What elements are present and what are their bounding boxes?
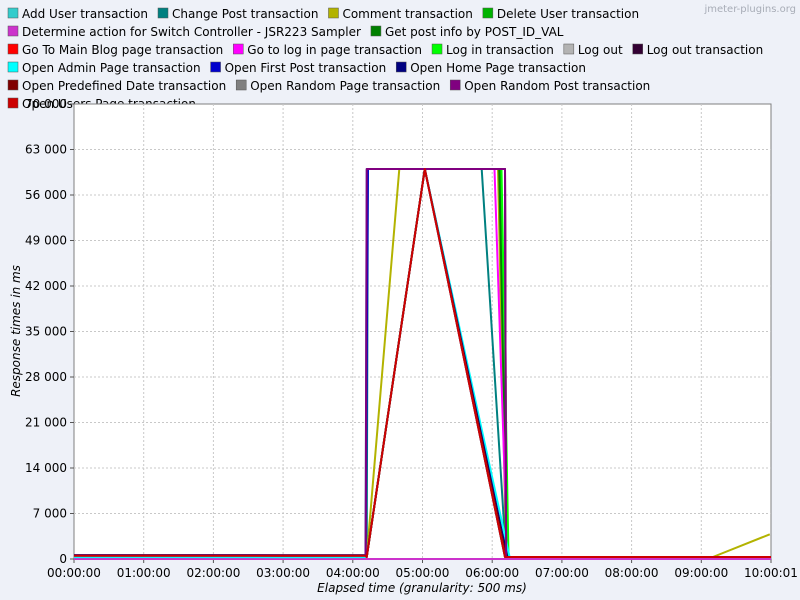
- legend-swatch: [370, 25, 382, 37]
- legend-label: Determine action for Switch Controller -…: [22, 25, 361, 39]
- legend-swatch: [395, 61, 407, 73]
- y-axis-label: Response times in ms: [9, 265, 23, 397]
- y-tick-label: 21 000: [25, 416, 67, 430]
- series-lines: [73, 168, 771, 560]
- legend-item: Comment transaction: [328, 7, 473, 21]
- legend-item: Delete User transaction: [482, 7, 639, 21]
- y-tick-label: 42 000: [25, 279, 67, 293]
- legend-swatch: [233, 43, 244, 55]
- series-line: [73, 168, 771, 558]
- x-axis-label: Elapsed time (granularity: 500 ms): [317, 581, 527, 595]
- y-tick-label: 35 000: [25, 325, 67, 339]
- y-tick-label: 56 000: [25, 188, 67, 202]
- legend-item: Go to log in page transaction: [233, 43, 422, 57]
- legend-item: Determine action for Switch Controller -…: [7, 25, 361, 39]
- legend-swatch: [449, 79, 461, 91]
- legend-item: Open First Post transaction: [210, 61, 387, 75]
- legend-item: Open Random Post transaction: [449, 79, 650, 93]
- y-tick-label: 49 000: [25, 234, 67, 248]
- x-tick-label: 08:00:00: [605, 566, 659, 580]
- legend-label: Open First Post transaction: [225, 61, 387, 75]
- y-tick-label: 0: [59, 552, 67, 566]
- legend-label: Log out transaction: [647, 43, 764, 57]
- legend-item: Add User transaction: [7, 7, 148, 21]
- y-axis-ticks: 0 7 000 14 000 21 000 28 000 35 000 42 000 49 0…: [25, 97, 74, 566]
- x-tick-label: 05:00:00: [396, 566, 450, 580]
- grid: [74, 104, 771, 559]
- legend-swatch: [431, 43, 443, 55]
- legend-label: Open Admin Page transaction: [22, 61, 201, 75]
- x-tick-label: 01:00:00: [117, 566, 171, 580]
- legend-swatch: [482, 7, 494, 19]
- legend-swatch: [328, 7, 339, 19]
- legend-swatch: [235, 79, 247, 91]
- y-tick-label: 14 000: [25, 461, 67, 475]
- legend-swatch: [632, 43, 643, 55]
- legend-item: Change Post transaction: [157, 7, 318, 21]
- legend-item: Get post info by POST_ID_VAL: [370, 25, 564, 39]
- legend-swatch: [7, 25, 19, 37]
- x-axis-ticks: 00:00:00 01:00:00 02:00:00 03:00:00 04:00:00…: [47, 559, 798, 580]
- legend-item: Log in transaction: [431, 43, 554, 57]
- legend-label: Log out: [578, 43, 623, 57]
- x-tick-label: 07:00:00: [535, 566, 589, 580]
- x-tick-label: 06:00:00: [465, 566, 519, 580]
- legend-swatch: [157, 7, 169, 19]
- legend-label: Open Home Page transaction: [410, 61, 586, 75]
- legend-item: Go To Main Blog page transaction: [7, 43, 223, 57]
- legend-item: Open Home Page transaction: [395, 61, 586, 75]
- x-tick-label: 00:00:00: [47, 566, 101, 580]
- legend-label: Open Random Page transaction: [250, 79, 440, 93]
- legend-item: Open Random Page transaction: [235, 79, 440, 93]
- legend: Add User transaction Change Post transact…: [7, 7, 764, 111]
- legend-item: Open Admin Page transaction: [7, 61, 201, 75]
- legend-label: Change Post transaction: [172, 7, 318, 21]
- legend-label: Go to log in page transaction: [247, 43, 422, 57]
- legend-item: Log out transaction: [632, 43, 764, 57]
- legend-label: Go To Main Blog page transaction: [22, 43, 223, 57]
- watermark: jmeter-plugins.org: [703, 4, 796, 15]
- legend-label: Open Predefined Date transaction: [22, 79, 226, 93]
- legend-item: Open Predefined Date transaction: [7, 79, 226, 93]
- legend-swatch: [7, 61, 19, 73]
- legend-item: Log out: [563, 43, 623, 57]
- x-tick-label: 04:00:00: [326, 566, 380, 580]
- legend-label: Delete User transaction: [497, 7, 639, 21]
- legend-swatch: [7, 97, 19, 109]
- legend-label: Open Random Post transaction: [464, 79, 650, 93]
- legend-swatch: [7, 79, 19, 91]
- legend-label: Log in transaction: [446, 43, 554, 57]
- legend-label: Get post info by POST_ID_VAL: [385, 25, 564, 39]
- x-tick-label: 09:00:00: [674, 566, 728, 580]
- y-tick-label: 63 000: [25, 143, 67, 157]
- legend-swatch: [563, 43, 575, 55]
- y-tick-label: 70 000: [25, 97, 67, 111]
- legend-label: Comment transaction: [342, 7, 472, 21]
- x-tick-label: 10:00:01: [744, 566, 798, 580]
- legend-swatch: [7, 43, 19, 55]
- y-tick-label: 28 000: [25, 370, 67, 384]
- x-tick-label: 02:00:00: [186, 566, 240, 580]
- legend-label: Add User transaction: [22, 7, 148, 21]
- y-tick-label: 7 000: [33, 507, 67, 521]
- legend-swatch: [7, 7, 19, 19]
- legend-swatch: [210, 61, 221, 73]
- x-tick-label: 03:00:00: [256, 566, 310, 580]
